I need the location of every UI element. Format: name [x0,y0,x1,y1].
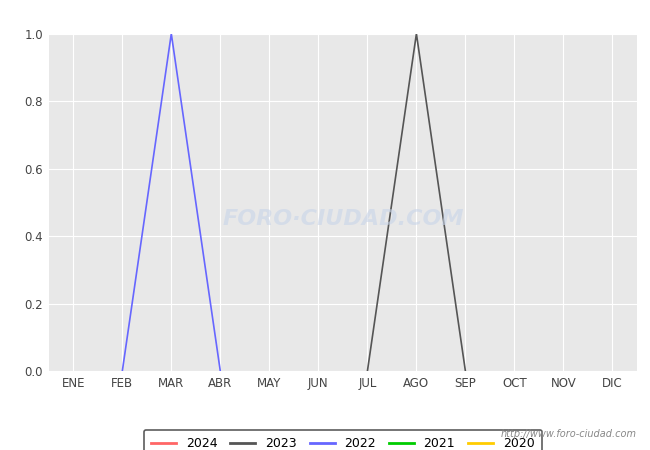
Text: http://www.foro-ciudad.com: http://www.foro-ciudad.com [501,429,637,439]
Text: Matriculaciones de Vehiculos en Narros del Puerto: Matriculaciones de Vehiculos en Narros d… [117,6,533,24]
Text: FORO·CIUDAD.COM: FORO·CIUDAD.COM [222,209,463,230]
Legend: 2024, 2023, 2022, 2021, 2020: 2024, 2023, 2022, 2021, 2020 [144,430,542,450]
